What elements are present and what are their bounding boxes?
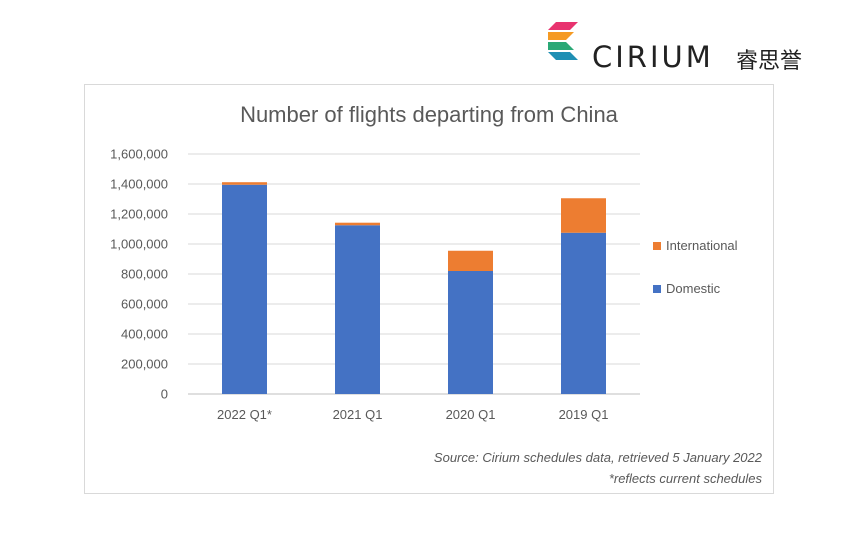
bar-international-2 (448, 250, 493, 271)
y-tick-label: 1,200,000 (110, 207, 168, 222)
source-note: Source: Cirium schedules data, retrieved… (434, 450, 763, 465)
cirium-logo-mark-icon (548, 22, 578, 60)
y-tick-label: 200,000 (121, 357, 168, 372)
y-tick-label: 0 (161, 387, 168, 402)
y-tick-label: 800,000 (121, 267, 168, 282)
chart-container: Number of flights departing from China 0… (84, 84, 774, 494)
y-tick-label: 1,000,000 (110, 237, 168, 252)
y-axis-ticks: 0 200,000 400,000 600,000 800,000 1,000,000 1,… (110, 147, 168, 402)
footnote: *reflects current schedules (609, 471, 763, 486)
bar-international-0 (222, 182, 267, 185)
bar-domestic-3 (561, 232, 606, 394)
y-tick-label: 1,600,000 (110, 147, 168, 162)
bars (222, 182, 606, 394)
logo-wordmark: CIRIUM (592, 40, 714, 74)
x-tick-label: 2021 Q1 (333, 407, 383, 422)
bar-international-1 (335, 222, 380, 226)
stacked-bar-chart: Number of flights departing from China 0… (110, 102, 763, 486)
bar-international-3 (561, 198, 606, 233)
logo-chinese-name: 睿思誉 (736, 49, 803, 74)
y-tick-label: 400,000 (121, 327, 168, 342)
chart-title: Number of flights departing from China (240, 102, 619, 127)
x-tick-label: 2019 Q1 (559, 407, 609, 422)
legend: International Domestic (653, 238, 738, 296)
x-tick-label: 2020 Q1 (446, 407, 496, 422)
legend-swatch-domestic (653, 285, 661, 293)
x-tick-label: 2022 Q1* (217, 407, 272, 422)
legend-label-international: International (666, 238, 738, 253)
bar-domestic-1 (335, 225, 380, 394)
x-axis-ticks: 2022 Q1* 2021 Q1 2020 Q1 2019 Q1 (217, 407, 608, 422)
y-tick-label: 600,000 (121, 297, 168, 312)
bar-domestic-2 (448, 271, 493, 394)
bar-domestic-0 (222, 184, 267, 394)
legend-swatch-international (653, 242, 661, 250)
legend-label-domestic: Domestic (666, 281, 721, 296)
y-tick-label: 1,400,000 (110, 177, 168, 192)
cirium-logo: CIRIUM 睿思誉 (548, 18, 818, 78)
